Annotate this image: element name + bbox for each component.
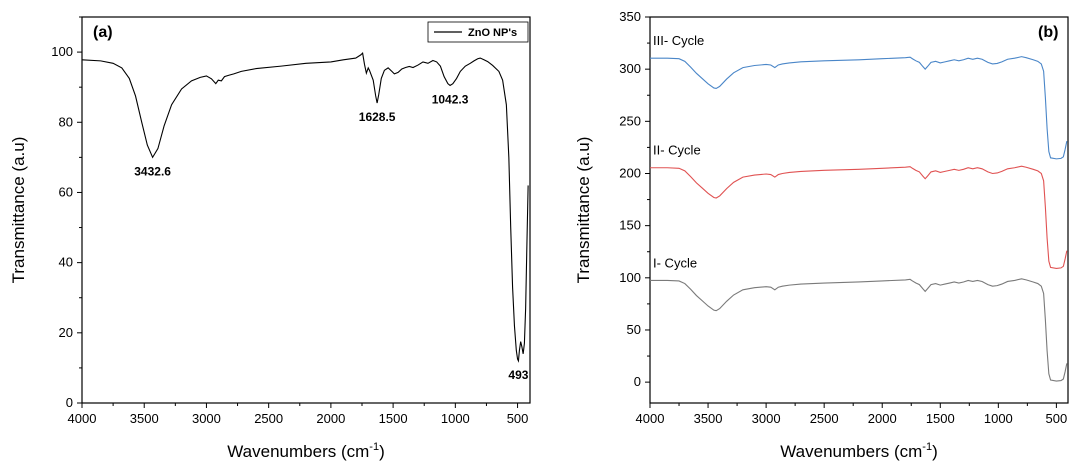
x-tick-label: 1500 [379, 411, 408, 426]
x-axis-title: Wavenumbers (cm-1) [780, 441, 937, 461]
y-tick-label: 60 [59, 184, 73, 199]
series-line-2 [650, 165, 1068, 269]
y-tick-label: 200 [619, 165, 641, 180]
y-tick-label: 0 [634, 374, 641, 389]
plot-frame [649, 16, 1069, 404]
y-tick-label: 250 [619, 113, 641, 128]
peak-label: 493 [508, 368, 528, 382]
y-tick-label: 50 [627, 322, 641, 337]
series-label: II- Cycle [653, 143, 701, 158]
x-tick-label: 2500 [810, 411, 839, 426]
series-line-3 [650, 56, 1068, 160]
peak-label: 1628.5 [359, 110, 396, 124]
x-tick-label: 500 [507, 411, 529, 426]
series-line-1 [81, 52, 529, 363]
y-tick-label: 100 [51, 44, 73, 59]
y-axis-title: Transmittance (a.u) [9, 137, 28, 284]
peak-label: 1042.3 [432, 92, 469, 106]
x-tick-label: 500 [1046, 411, 1068, 426]
y-tick-label: 20 [59, 325, 73, 340]
y-tick-label: 150 [619, 218, 641, 233]
x-tick-label: 1000 [984, 411, 1013, 426]
legend-label: ZnO NP's [468, 27, 517, 39]
x-tick-label: 2500 [254, 411, 283, 426]
y-tick-label: 350 [619, 9, 641, 24]
x-tick-label: 1000 [441, 411, 470, 426]
y-tick-label: 0 [66, 395, 73, 410]
legend-box [427, 21, 529, 43]
panel-label: (b) [1038, 24, 1058, 41]
x-tick-label: 2000 [868, 411, 897, 426]
y-tick-label: 80 [59, 114, 73, 129]
x-tick-label: 4000 [636, 411, 665, 426]
x-tick-label: 3500 [130, 411, 159, 426]
x-axis-title: Wavenumbers (cm-1) [227, 441, 384, 461]
peak-label: 3432.6 [134, 164, 171, 178]
panel-label: (a) [93, 24, 113, 41]
x-tick-label: 2000 [316, 411, 345, 426]
x-tick-label: 3000 [752, 411, 781, 426]
y-axis-title: Transmittance (a.u) [574, 137, 593, 284]
x-tick-label: 3500 [694, 411, 723, 426]
x-tick-label: 3000 [192, 411, 221, 426]
series-line-1 [650, 278, 1068, 382]
chart-panel-b: 4000 3500 3000 2500 2000 1500 1000 500 0 50 100 150… [574, 9, 1069, 461]
x-tick-label: 4000 [68, 411, 97, 426]
plot-area-b: 4000 3500 3000 2500 2000 1500 1000 500 0 50 100 150… [574, 9, 1069, 461]
series-label: III- Cycle [653, 33, 704, 48]
y-tick-label: 100 [619, 270, 641, 285]
chart-panel-a: 4000 3500 3000 2500 2000 1500 1000 500 0 20 40 60 80… [9, 16, 531, 461]
series-label: I- Cycle [653, 255, 697, 270]
plot-frame [81, 16, 531, 404]
y-tick-label: 40 [59, 255, 73, 270]
x-tick-label: 1500 [926, 411, 955, 426]
plot-area-a: 4000 3500 3000 2500 2000 1500 1000 500 0 20 40 60 80… [9, 16, 531, 461]
y-tick-label: 300 [619, 61, 641, 76]
